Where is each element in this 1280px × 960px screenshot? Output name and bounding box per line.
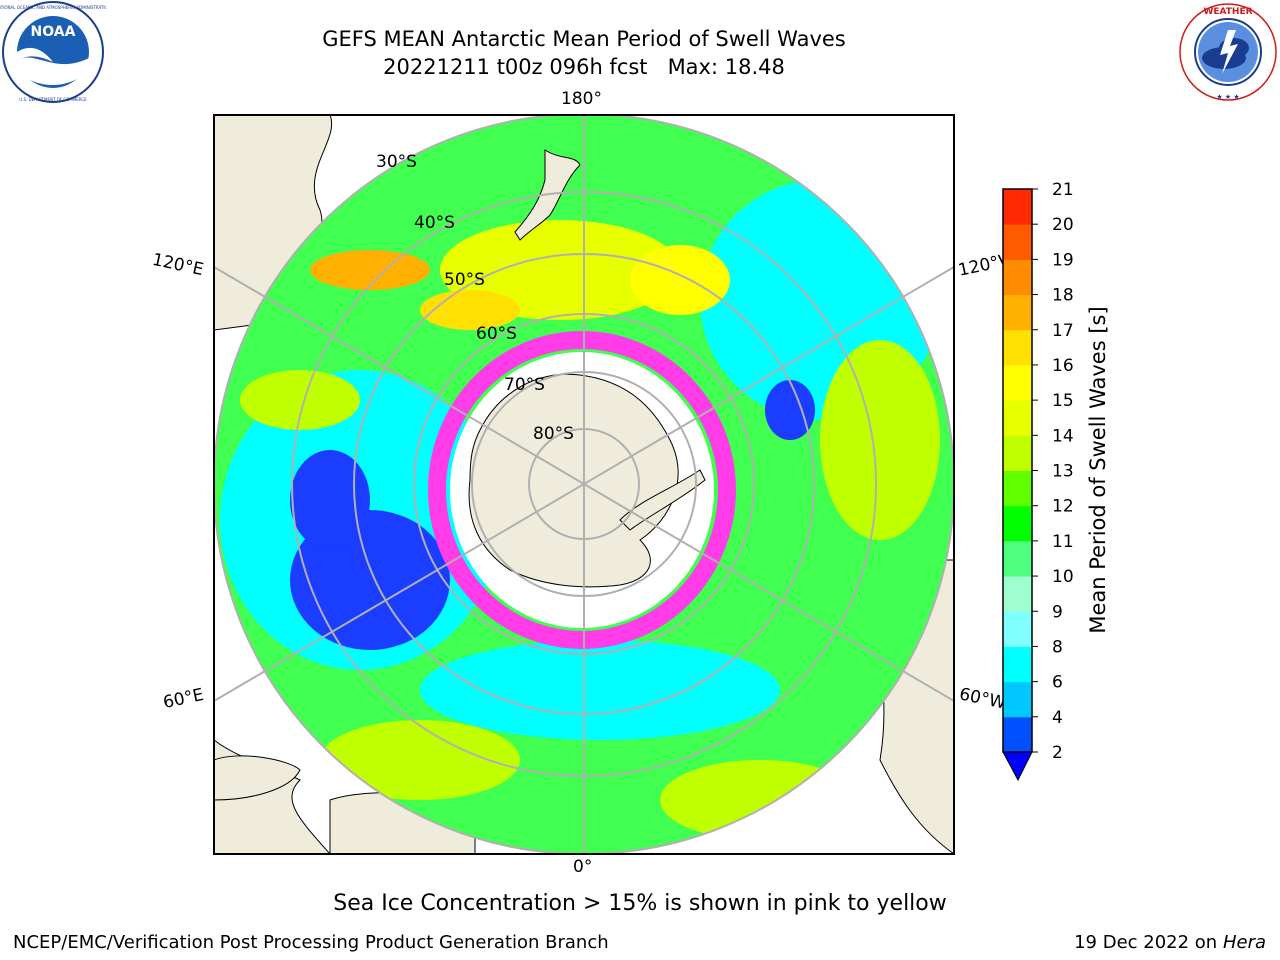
lat-label-70s: 70°S: [504, 375, 545, 395]
credit-text: NCEP/EMC/Verification Post Processing Pr…: [13, 932, 609, 953]
colorbar-tick-label: 20: [1052, 215, 1074, 235]
colorbar-band: [1003, 364, 1032, 401]
lat-label-50s: 50°S: [444, 270, 485, 290]
colorbar-tick-label: 2: [1052, 743, 1063, 763]
colorbar-tick-label: 17: [1052, 321, 1074, 341]
colorbar-band: [1003, 576, 1032, 612]
date-text: 19 Dec 2022 on: [1074, 932, 1218, 953]
lon-label-180: 180°: [561, 89, 602, 109]
colorbar-tick-label: 15: [1052, 391, 1074, 411]
colorbar-tick-label: 21: [1052, 180, 1074, 200]
run-date: 19 Dec 2022 on Hera: [1074, 932, 1266, 953]
colorbar-tick-label: 8: [1052, 637, 1063, 657]
colorbar-band: [1003, 646, 1032, 683]
colorbar-tick-label: 12: [1052, 497, 1074, 517]
colorbar-band: [1003, 505, 1032, 542]
colorbar-band: [1003, 540, 1032, 577]
chart-subtitle: 20221211 t00z 096h fcst Max: 18.48: [383, 55, 785, 79]
colorbar-band: [1003, 716, 1032, 753]
svg-text:★ ★ ★: ★ ★ ★: [1216, 93, 1239, 101]
colorbar-extend-triangle: [1002, 751, 1033, 782]
svg-text:WEATHER: WEATHER: [1203, 7, 1252, 17]
colorbar-band: [1003, 435, 1032, 471]
lat-label-60s: 60°S: [476, 324, 517, 344]
colorbar-tick-label: 11: [1052, 532, 1074, 552]
colorbar-band: [1003, 400, 1032, 436]
colorbar-band: [1003, 611, 1032, 647]
colorbar-band: [1003, 189, 1032, 225]
lat-label-30s: 30°S: [376, 152, 417, 172]
lon-label-0: 0°: [573, 857, 593, 877]
colorbar-label: Mean Period of Swell Waves [s]: [1086, 306, 1110, 633]
colorbar-tick-label: 13: [1052, 462, 1074, 482]
colorbar-tick-label: 6: [1052, 673, 1063, 693]
lat-label-80s: 80°S: [533, 424, 574, 444]
noaa-logo: NOAA NATIONAL OCEANIC AND ATMOSPHERIC AD…: [0, 1, 106, 103]
lat-label-40s: 40°S: [414, 213, 455, 233]
colorbar-tick-label: 9: [1052, 602, 1063, 622]
colorbar-tick-label: 4: [1052, 708, 1063, 728]
colorbar-tick-label: 18: [1052, 286, 1074, 306]
colorbar-band: [1003, 224, 1032, 260]
svg-text:NOAA: NOAA: [31, 24, 76, 40]
colorbar-band: [1003, 470, 1032, 507]
colorbar-tick-label: 10: [1052, 567, 1074, 587]
svg-text:U.S. DEPARTMENT OF COMMERCE: U.S. DEPARTMENT OF COMMERCE: [19, 97, 87, 102]
colorbar-band: [1003, 329, 1032, 366]
colorbar-band: [1003, 259, 1032, 296]
nws-logo: WEATHER ★ ★ ★: [1179, 3, 1277, 101]
sea-ice-note: Sea Ice Concentration > 15% is shown in …: [333, 891, 947, 916]
colorbar-band: [1003, 681, 1032, 718]
colorbar-tick-label: 14: [1052, 426, 1074, 446]
svg-text:NATIONAL OCEANIC AND ATMOSPHER: NATIONAL OCEANIC AND ATMOSPHERIC ADMINIS…: [0, 5, 106, 10]
colorbar-tick-label: 16: [1052, 356, 1074, 376]
chart-title: GEFS MEAN Antarctic Mean Period of Swell…: [322, 27, 846, 51]
colorbar-tick-label: 19: [1052, 250, 1074, 270]
machine-name: Hera: [1222, 932, 1266, 953]
colorbar-band: [1003, 294, 1032, 331]
